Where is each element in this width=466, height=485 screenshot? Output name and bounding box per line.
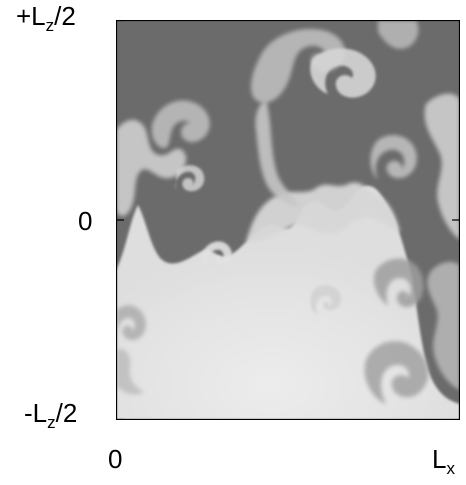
y-axis-top-label: +Lz/2: [16, 1, 76, 35]
x-axis-right-label: Lx: [432, 444, 455, 478]
left-vortex: [175, 165, 205, 192]
right-wisp: [424, 93, 460, 240]
central-light-vortex: [201, 241, 233, 270]
right-lower-swirl: [373, 258, 424, 308]
left-wisp: [116, 119, 187, 217]
left-eddy: [151, 100, 210, 149]
right-bottom-swirl: [364, 341, 429, 404]
upper-right-vortex: [310, 48, 376, 98]
mid-lower-vortex: [310, 285, 342, 316]
upper-swirl: [251, 28, 346, 103]
central-filament: [255, 100, 300, 206]
turbulent-mixing-field: [116, 20, 460, 420]
y-axis-bottom-label: -Lz/2: [24, 398, 78, 432]
right-edge-mixing: [427, 261, 460, 390]
left-bottom-filament: [116, 348, 144, 395]
x-axis-left-label: 0: [108, 444, 123, 474]
top-right-filament: [378, 20, 419, 49]
left-lower-filament: [116, 305, 146, 341]
y-axis-middle-label: 0: [78, 206, 93, 236]
right-eddy: [370, 135, 417, 180]
